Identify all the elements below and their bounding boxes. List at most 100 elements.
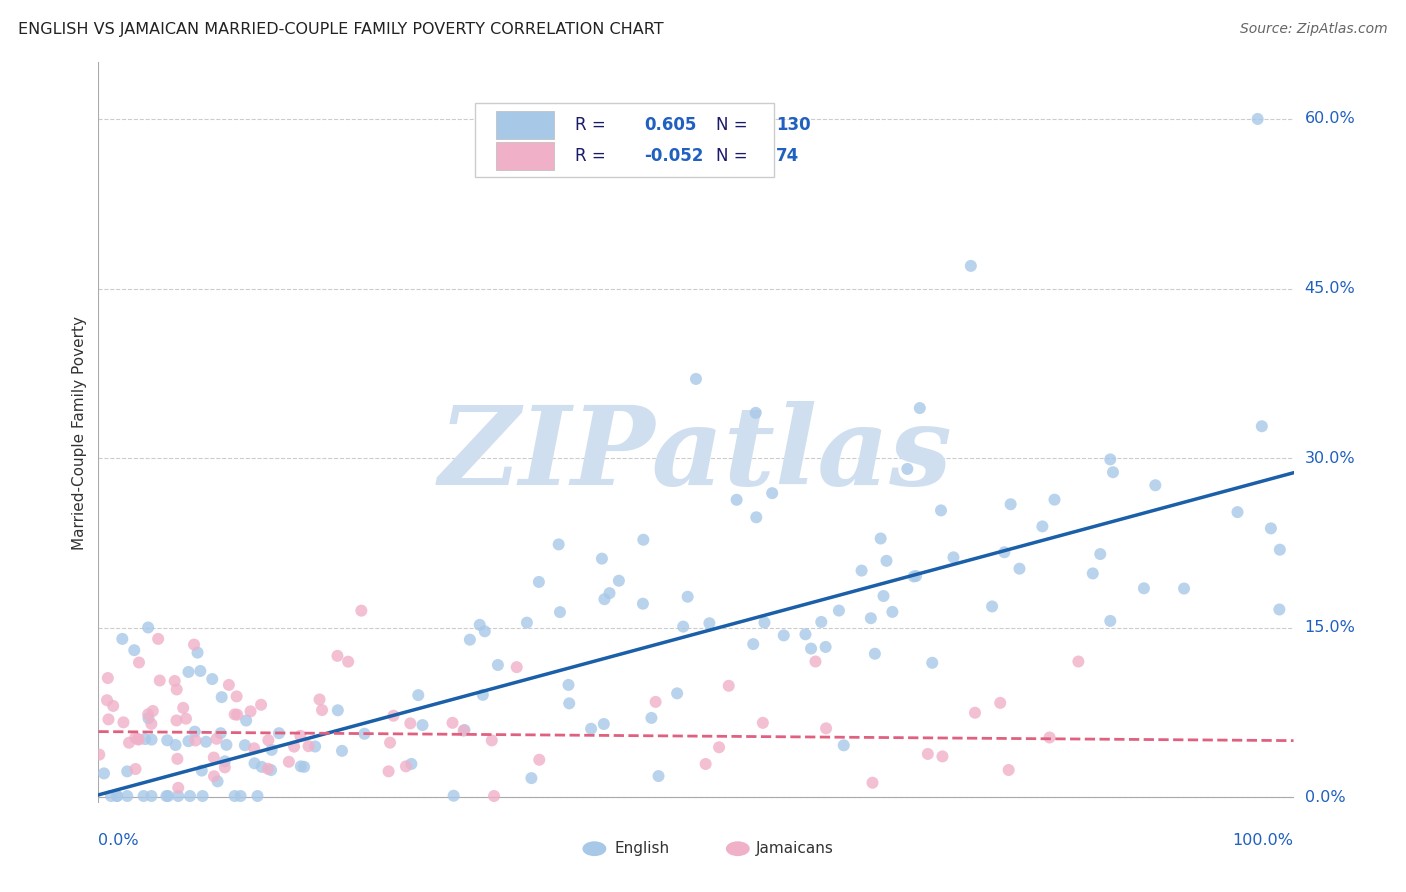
Point: [699, 616, 721, 631]
Point: [89, 747, 111, 762]
Point: [640, 711, 662, 725]
Point: [917, 747, 939, 761]
Point: [742, 637, 765, 651]
Point: [103, 698, 125, 713]
Point: [794, 627, 817, 641]
Point: [117, 789, 139, 803]
Point: [960, 259, 983, 273]
Point: [631, 597, 654, 611]
Point: [963, 706, 986, 720]
Text: 60.0%: 60.0%: [1305, 112, 1355, 127]
Point: [481, 733, 503, 747]
Point: [876, 554, 898, 568]
Point: [754, 615, 776, 630]
Point: [905, 569, 928, 583]
Point: [453, 723, 475, 737]
Point: [443, 789, 465, 803]
Point: [166, 682, 188, 697]
Point: [191, 789, 214, 803]
Point: [111, 632, 134, 646]
Point: [96, 693, 118, 707]
Point: [1133, 582, 1156, 596]
Point: [529, 753, 551, 767]
Point: [260, 763, 283, 777]
Text: N =: N =: [716, 116, 748, 134]
Point: [745, 510, 768, 524]
Point: [547, 537, 569, 551]
Point: [235, 714, 257, 728]
Point: [211, 690, 233, 705]
Point: [1038, 731, 1060, 745]
Point: [814, 640, 837, 654]
Point: [136, 707, 159, 722]
Point: [672, 619, 695, 633]
Point: [267, 726, 290, 740]
Point: [256, 762, 278, 776]
Point: [644, 695, 666, 709]
Point: [486, 658, 509, 673]
Point: [377, 764, 399, 779]
Point: [810, 615, 832, 629]
Point: [292, 760, 315, 774]
Circle shape: [582, 841, 606, 856]
Point: [1226, 505, 1249, 519]
Text: R =: R =: [575, 146, 606, 165]
Point: [167, 789, 190, 803]
Point: [761, 486, 783, 500]
Point: [1268, 542, 1291, 557]
Point: [290, 759, 312, 773]
Point: [155, 789, 177, 803]
Point: [872, 589, 894, 603]
Point: [187, 646, 209, 660]
Point: [406, 688, 429, 702]
Point: [981, 599, 1004, 614]
Point: [112, 715, 135, 730]
Point: [929, 503, 952, 517]
Point: [353, 727, 375, 741]
Point: [772, 628, 794, 642]
Point: [127, 732, 149, 747]
Point: [607, 574, 630, 588]
Point: [412, 718, 434, 732]
Point: [105, 789, 128, 803]
Point: [506, 660, 529, 674]
Text: Source: ZipAtlas.com: Source: ZipAtlas.com: [1240, 22, 1388, 37]
Text: N =: N =: [716, 146, 748, 165]
Point: [201, 672, 224, 686]
Point: [215, 738, 238, 752]
Point: [1144, 478, 1167, 492]
Point: [209, 726, 232, 740]
Text: 0.0%: 0.0%: [1305, 789, 1346, 805]
Point: [520, 771, 543, 785]
Point: [1099, 452, 1122, 467]
Point: [183, 638, 205, 652]
Point: [224, 707, 246, 722]
Point: [482, 789, 505, 803]
Point: [124, 643, 146, 657]
Point: [233, 738, 256, 752]
Point: [97, 712, 120, 726]
Text: English: English: [614, 841, 669, 856]
Text: 0.605: 0.605: [644, 116, 697, 134]
Point: [191, 764, 214, 778]
Point: [516, 615, 538, 630]
Point: [1260, 521, 1282, 535]
Point: [752, 715, 775, 730]
Point: [184, 724, 207, 739]
Point: [105, 789, 128, 803]
Point: [988, 696, 1011, 710]
Point: [118, 736, 141, 750]
Point: [226, 707, 249, 722]
Point: [157, 789, 180, 803]
Point: [128, 656, 150, 670]
Text: Jamaicans: Jamaicans: [756, 841, 834, 856]
Point: [134, 732, 156, 747]
Point: [676, 590, 699, 604]
Text: -0.052: -0.052: [644, 146, 704, 165]
Point: [832, 739, 855, 753]
Point: [474, 624, 496, 639]
Point: [558, 697, 581, 711]
Point: [326, 648, 349, 663]
Point: [800, 641, 823, 656]
Point: [471, 688, 494, 702]
